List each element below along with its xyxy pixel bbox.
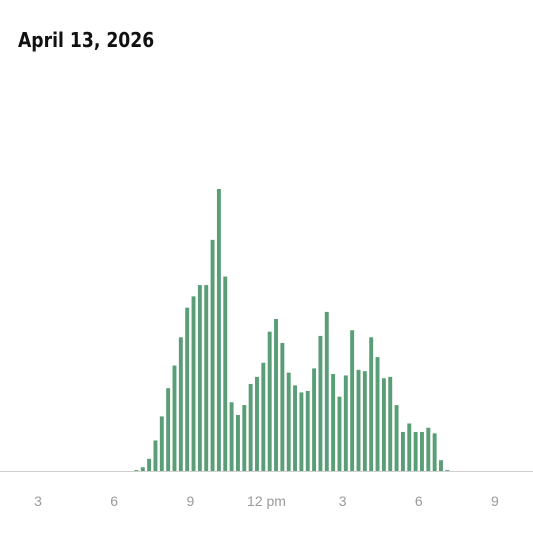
- histogram-bar: [242, 405, 247, 472]
- histogram-bar: [299, 392, 304, 472]
- histogram-bar: [337, 396, 342, 472]
- histogram-bar: [172, 365, 177, 472]
- histogram-bar: [134, 470, 139, 472]
- histogram-bar: [445, 470, 450, 472]
- histogram-bar: [305, 390, 310, 472]
- histogram-bar: [216, 189, 221, 472]
- histogram-bar: [223, 276, 228, 472]
- histogram-bar: [426, 427, 431, 472]
- histogram-bar: [331, 374, 336, 472]
- histogram-bar: [388, 376, 393, 472]
- histogram-bar: [324, 311, 329, 472]
- bars-group: [134, 189, 450, 472]
- histogram-bar: [394, 405, 399, 472]
- histogram-bar: [159, 416, 164, 472]
- histogram-bar: [210, 239, 215, 472]
- histogram-bar: [375, 357, 380, 472]
- histogram-bar: [419, 431, 424, 472]
- x-tick-label: 6: [110, 493, 118, 509]
- histogram-bar: [356, 369, 361, 472]
- x-tick-label: 12 pm: [247, 493, 286, 509]
- x-tick-label: 6: [415, 493, 423, 509]
- histogram-bar: [407, 423, 412, 472]
- histogram-bar: [400, 431, 405, 472]
- histogram-bar: [204, 285, 209, 472]
- x-tick-label: 3: [34, 493, 42, 509]
- histogram-bar: [229, 402, 234, 472]
- histogram-bar: [293, 385, 298, 472]
- histogram-bar: [369, 337, 374, 472]
- histogram-bar: [235, 415, 240, 472]
- histogram-bar: [185, 307, 190, 472]
- x-tick-label: 9: [491, 493, 499, 509]
- histogram-bar: [267, 331, 272, 472]
- histogram-bar: [191, 296, 196, 472]
- histogram-bar: [140, 467, 145, 472]
- histogram-bar: [166, 388, 171, 472]
- x-tick-label: 3: [339, 493, 347, 509]
- histogram-bar: [255, 376, 259, 472]
- histogram-bar: [413, 431, 418, 472]
- x-tick-label: 9: [186, 493, 194, 509]
- x-axis-ticks: 3 6 9 12 pm 3 6 9: [34, 493, 499, 509]
- histogram-bar: [318, 335, 323, 472]
- histogram-bar: [432, 433, 437, 472]
- histogram-bar: [439, 460, 443, 472]
- histogram-bar: [362, 371, 367, 472]
- histogram-bar: [197, 285, 202, 472]
- histogram-bar: [381, 378, 386, 472]
- histogram-bar: [178, 337, 183, 472]
- histogram-bar: [153, 440, 158, 472]
- histogram-bar: [274, 318, 278, 472]
- histogram-bar: [261, 362, 266, 472]
- histogram-bar: [147, 458, 152, 472]
- histogram-bar: [312, 368, 317, 472]
- histogram-bar: [280, 342, 285, 472]
- histogram-bar: [343, 375, 348, 472]
- chart-title: April 13, 2026: [18, 28, 155, 52]
- histogram-bar: [248, 383, 253, 472]
- histogram-bar: [286, 372, 291, 472]
- histogram-bar: [350, 330, 355, 472]
